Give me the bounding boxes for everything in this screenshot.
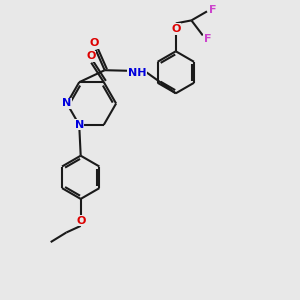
Text: O: O bbox=[86, 51, 96, 61]
Text: N: N bbox=[62, 98, 71, 109]
Text: F: F bbox=[204, 34, 211, 44]
Text: NH: NH bbox=[128, 68, 146, 78]
Text: O: O bbox=[89, 38, 99, 48]
Text: F: F bbox=[209, 4, 216, 15]
Text: O: O bbox=[171, 24, 181, 34]
Text: O: O bbox=[76, 215, 86, 226]
Text: N: N bbox=[75, 120, 84, 130]
